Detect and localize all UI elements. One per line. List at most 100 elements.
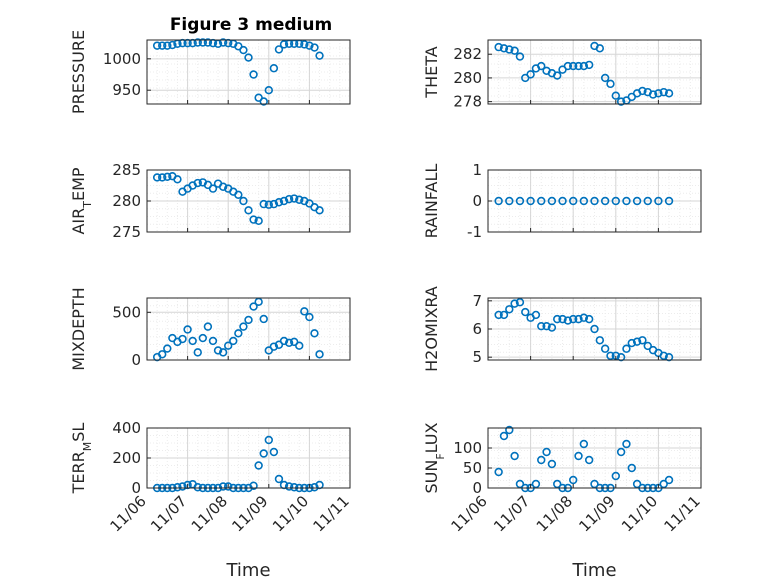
data-point [574,314,583,324]
data-point [494,310,503,320]
data-point [315,350,324,359]
data-point [547,459,557,469]
x-tick-label: 11/10 [618,492,661,535]
data-point [173,483,182,492]
data-point [494,42,503,52]
data-point [264,85,273,95]
data-point [627,463,636,473]
data-point [643,196,652,206]
data-point [244,206,253,215]
subplot-3: -1 0 1 RAINFALL [422,161,702,241]
data-point [163,172,172,182]
y-tick-label: 5 [472,348,482,366]
data-point [553,71,562,80]
data-point [558,314,567,324]
data-point [584,60,594,70]
x-tick-label: 11/07 [147,492,190,535]
data-point [526,196,535,206]
axes-box [146,39,351,105]
data-point [269,199,279,209]
data-point [606,79,615,89]
data-point [499,310,509,320]
data-point [622,439,631,449]
data-point [568,475,578,485]
x-tick-label: 11/10 [269,492,312,535]
data-point [505,196,514,206]
data-point [254,216,263,226]
data-point [295,195,304,204]
data-point [152,173,162,182]
data-point [654,196,663,206]
data-point [537,196,546,206]
data-point [616,97,626,106]
data-point [568,314,578,324]
data-point [254,461,263,470]
data-point [595,44,605,53]
x-tick-label: 11/08 [533,492,576,535]
data-point [568,196,578,206]
data-point [494,196,503,206]
data-point [505,425,514,435]
data-point [163,41,172,50]
data-point [521,307,530,317]
y-tick-label: 0 [131,351,141,369]
data-point [664,352,674,362]
data-point [542,447,551,457]
data-point [198,38,208,47]
data-point [584,455,594,465]
data-point [664,475,674,485]
data-point [224,482,233,491]
data-point [622,196,631,206]
data-point [510,46,519,55]
data-point [595,336,605,345]
data-point [198,333,208,343]
data-point [659,479,668,489]
y-tick-label: 1000 [103,50,141,68]
data-point [203,322,213,331]
data-point [537,61,546,71]
data-point [590,479,599,489]
data-point [515,52,525,61]
data-point [188,336,197,346]
y-tick-label: 0 [472,479,482,497]
data-point [616,352,626,362]
data-point [244,315,253,325]
x-axis-label: Time [571,560,616,581]
data-point [659,87,668,97]
axes-box [146,297,351,361]
data-point [654,89,663,98]
data-point [300,307,309,316]
y-tick-label: 278 [453,93,482,111]
y-tick-label: 50 [463,459,482,477]
data-point [274,45,284,54]
x-tick-label: 11/06 [107,492,150,535]
x-axis-label: Time [225,560,270,581]
x-tick-label: 11/11 [661,492,704,535]
data-point [249,70,258,79]
data-point [274,474,284,484]
data-point [229,336,238,346]
y-axis-label: SUNFLUX [422,422,447,493]
x-tick-label: 11/09 [228,492,271,535]
data-point [300,40,309,49]
y-axis-label: AIRTEMP [69,167,94,234]
axes-box [487,427,702,489]
data-point [213,346,223,355]
data-point [643,341,652,351]
y-axis-label: TERRMSL [69,423,94,495]
data-point [289,483,299,492]
data-point [279,196,289,206]
data-point [218,182,228,191]
data-point [178,482,187,491]
y-axis-label: THETA [422,46,441,98]
data-point [600,73,610,83]
data-point [234,329,243,338]
subplot-7: 0 50 100 11/06 11/07 11/08 11/09 11/10 11/11 Time… [422,422,704,581]
x-tick-label: 11/06 [448,492,491,535]
data-point [203,38,213,47]
data-point [510,451,519,461]
data-point [616,447,626,457]
data-point [531,310,541,320]
data-point [295,341,304,350]
